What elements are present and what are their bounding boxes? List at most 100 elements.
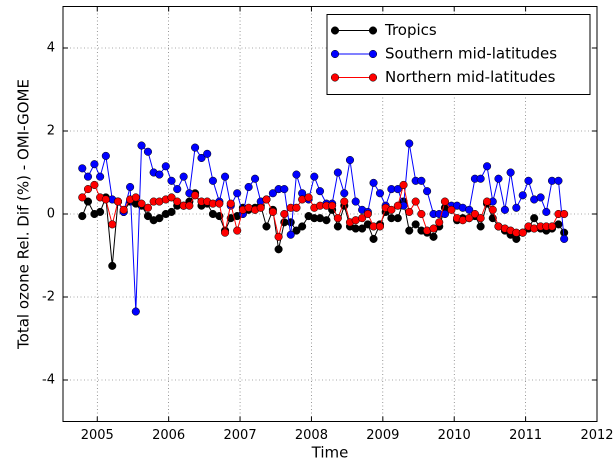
data-point	[333, 222, 342, 231]
data-point	[470, 209, 479, 219]
data-point	[292, 226, 301, 235]
data-point	[280, 185, 289, 194]
data-point	[500, 205, 509, 214]
data-point	[393, 201, 402, 210]
legend-marker	[330, 49, 340, 59]
data-point	[90, 160, 99, 169]
data-point	[322, 216, 331, 225]
legend: Tropics Southern mid-latitudes Northern mi…	[326, 14, 591, 95]
data-point	[375, 189, 385, 198]
data-point	[447, 205, 456, 214]
data-point	[126, 182, 135, 192]
data-point	[268, 207, 277, 216]
data-point	[369, 234, 378, 243]
data-point	[215, 199, 224, 208]
data-point	[143, 147, 153, 156]
data-point	[286, 218, 295, 227]
data-point	[167, 207, 176, 216]
data-point	[173, 185, 182, 194]
y-tick-label: 2	[47, 124, 55, 139]
data-point	[137, 141, 146, 150]
data-point	[524, 176, 533, 185]
data-point	[417, 176, 426, 185]
data-point	[369, 178, 378, 187]
data-point	[203, 149, 212, 158]
legend-label: Tropics	[384, 21, 437, 39]
data-point	[399, 180, 408, 189]
x-tick-label: 2012	[580, 428, 613, 443]
x-tick-label: 2007	[224, 428, 257, 443]
data-point	[405, 139, 414, 148]
data-point	[78, 212, 87, 221]
x-tick-label: 2008	[295, 428, 328, 443]
data-point	[530, 214, 539, 223]
data-point	[250, 174, 260, 183]
data-point	[101, 151, 110, 160]
x-tick-label: 2009	[366, 428, 399, 443]
data-point	[333, 214, 342, 223]
data-point	[547, 222, 557, 231]
data-point	[101, 195, 110, 204]
data-point	[143, 203, 153, 212]
data-point	[292, 170, 301, 179]
x-tick-label: 2005	[81, 428, 114, 443]
data-point	[512, 203, 521, 212]
data-point	[167, 193, 176, 202]
x-tick-label: 2010	[438, 428, 471, 443]
data-point	[340, 189, 349, 198]
data-point	[429, 224, 438, 233]
y-tick-label: 4	[47, 41, 55, 56]
data-point	[358, 224, 367, 233]
data-point	[292, 203, 301, 212]
data-point	[119, 205, 128, 214]
data-point	[429, 232, 438, 241]
data-point	[506, 168, 515, 177]
data-point	[179, 172, 188, 181]
data-point	[83, 185, 93, 194]
y-tick-label: 0	[47, 207, 55, 222]
data-point	[274, 232, 283, 241]
data-point	[90, 180, 99, 189]
data-point	[333, 168, 342, 177]
data-point	[435, 218, 444, 227]
data-point	[440, 197, 449, 206]
data-point	[393, 185, 402, 194]
data-point	[208, 176, 217, 185]
data-point	[191, 191, 200, 200]
data-point	[83, 197, 93, 206]
legend-marker	[330, 73, 340, 82]
data-point	[143, 212, 153, 221]
data-point	[536, 193, 545, 202]
data-point	[155, 170, 164, 179]
series-line	[81, 143, 565, 312]
legend-marker	[368, 73, 378, 82]
data-point	[298, 222, 307, 231]
data-point	[185, 201, 194, 210]
data-point	[286, 230, 295, 239]
data-point	[417, 209, 426, 219]
data-point	[554, 176, 563, 185]
data-point	[465, 205, 474, 214]
y-tick-label: -2	[42, 290, 55, 305]
data-point	[221, 228, 230, 237]
legend-marker	[368, 49, 378, 59]
data-point	[191, 143, 200, 152]
data-point	[315, 187, 325, 196]
data-point	[83, 172, 93, 181]
data-point	[274, 245, 283, 254]
y-tick-label: -4	[42, 373, 55, 388]
data-point	[411, 197, 420, 206]
data-point	[483, 197, 492, 206]
data-point	[233, 226, 242, 235]
data-point	[351, 197, 360, 206]
data-point	[375, 222, 385, 231]
data-point	[363, 209, 372, 219]
data-point	[411, 220, 420, 229]
legend-marker	[330, 26, 340, 35]
legend-label: Northern mid-latitudes	[385, 68, 556, 86]
data-point	[518, 191, 527, 200]
data-point	[328, 201, 337, 210]
data-point	[108, 261, 117, 270]
data-point	[387, 205, 396, 214]
